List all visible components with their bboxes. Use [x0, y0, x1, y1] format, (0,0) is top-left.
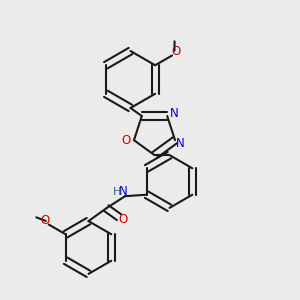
- Text: H: H: [113, 187, 121, 197]
- Text: N: N: [176, 137, 185, 150]
- Text: O: O: [40, 214, 49, 227]
- Text: N: N: [170, 106, 179, 119]
- Text: O: O: [172, 45, 181, 58]
- Text: N: N: [119, 185, 128, 198]
- Text: O: O: [122, 134, 131, 147]
- Text: O: O: [118, 213, 128, 226]
